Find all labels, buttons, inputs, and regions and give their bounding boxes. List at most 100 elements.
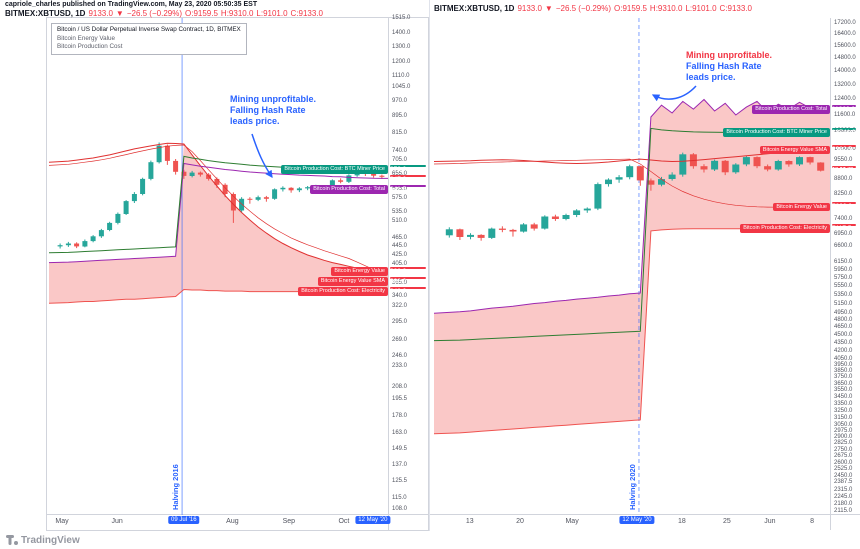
annotation-line: Falling Hash Rate xyxy=(686,61,762,71)
candle-body xyxy=(573,210,581,215)
candle-body xyxy=(456,229,464,237)
symbol-info-left: BITMEX:XBTUSD, 1D 9133.0 ▼ −26.5 (−0.29%) O:… xyxy=(5,9,326,18)
candle-body xyxy=(57,245,63,247)
candle-body xyxy=(530,224,538,229)
candle-body xyxy=(346,175,352,182)
annotation-line: leads price. xyxy=(686,72,736,82)
candle-body xyxy=(605,179,612,185)
high-value: H:9310.0 xyxy=(220,9,254,18)
annotation-arrow-right[interactable] xyxy=(651,85,697,102)
candle-body xyxy=(764,166,772,170)
candle-body xyxy=(305,187,311,189)
annotation-arrow-left[interactable] xyxy=(251,133,273,179)
halving-label: Halving 2020 xyxy=(628,464,637,510)
candle-body xyxy=(123,201,129,214)
candle-body xyxy=(467,234,474,237)
open-value: O:9159.5 xyxy=(614,4,647,13)
annotation-right[interactable]: Mining unprofitable. Falling Hash Rate l… xyxy=(686,50,772,83)
candle-body xyxy=(131,194,137,202)
candle-body xyxy=(164,145,170,161)
candle-body xyxy=(647,180,655,185)
candle-body xyxy=(520,224,528,232)
annotation-left[interactable]: Mining unprofitable. Falling Hash Rate l… xyxy=(230,94,316,127)
candle-body xyxy=(806,157,814,163)
candle-body xyxy=(594,184,602,209)
tradingview-logo[interactable]: TradingView xyxy=(6,534,80,546)
candle-body xyxy=(445,229,453,236)
candle-body xyxy=(753,157,761,167)
candle-body xyxy=(230,194,236,211)
symbol-info-right: BITMEX:XBTUSD, 1D 9133.0 ▼ −26.5 (−0.29%) O:… xyxy=(434,4,755,13)
left-time-axis-border xyxy=(47,514,428,515)
candle-body xyxy=(551,216,559,219)
annotation-line: Falling Hash Rate xyxy=(230,105,306,115)
symbol-name: BITMEX:XBTUSD, 1D xyxy=(434,4,515,13)
candle-body xyxy=(721,160,729,173)
candle-body xyxy=(156,145,162,163)
candle-body xyxy=(272,189,278,199)
candle-body xyxy=(626,166,634,178)
candle-body xyxy=(679,154,687,175)
candle-body xyxy=(509,229,517,232)
legend-title: Bitcoin / US Dollar Perpetual Inverse Sw… xyxy=(57,26,241,33)
candle-body xyxy=(82,241,88,247)
legend-item-production-cost[interactable]: Bitcoin Production Cost xyxy=(57,43,123,51)
tradingview-logo-icon xyxy=(6,535,18,545)
annotation-line: Mining unprofitable. xyxy=(230,94,316,104)
candle-body xyxy=(742,157,750,165)
candle-body xyxy=(288,187,294,191)
legend-item-energy-value[interactable]: Bitcoin Energy Value xyxy=(57,34,115,42)
change-value: −26.5 (−0.29%) xyxy=(555,4,611,13)
time-axis-right[interactable] xyxy=(432,515,830,530)
candle-body xyxy=(636,166,644,181)
time-axis-left[interactable] xyxy=(47,515,389,530)
change-arrow-icon: ▼ xyxy=(115,9,124,18)
candle-body xyxy=(321,186,327,188)
candle-body xyxy=(498,228,506,230)
candle-body xyxy=(214,178,220,185)
annotation-line: Mining unprofitable. xyxy=(686,50,772,60)
candle-body xyxy=(379,175,385,177)
left-price-axis-border xyxy=(388,18,389,530)
symbol-name: BITMEX:XBTUSD, 1D xyxy=(5,9,86,18)
candle-body xyxy=(173,160,179,172)
candle-body xyxy=(700,166,708,170)
candle-body xyxy=(668,174,676,179)
candle-body xyxy=(583,208,591,211)
change-arrow-icon: ▼ xyxy=(544,4,553,13)
candle-body xyxy=(488,228,496,238)
candle-body xyxy=(197,172,203,175)
high-value: H:9310.0 xyxy=(649,4,683,13)
candle-body xyxy=(107,222,113,230)
published-line: capriole_charles published on TradingVie… xyxy=(5,1,258,8)
candle-body xyxy=(280,187,286,190)
candle-body xyxy=(255,197,261,200)
production-cost-band xyxy=(49,144,388,304)
left-chart-frame xyxy=(46,17,429,531)
candle-body xyxy=(615,177,623,180)
price-axis-left[interactable] xyxy=(389,18,429,514)
candle-body xyxy=(115,213,121,223)
candle-body xyxy=(148,162,154,179)
candle-body xyxy=(541,216,549,229)
low-value: L:9101.0 xyxy=(256,9,288,18)
candle-body xyxy=(90,236,96,242)
series-line-bitcoin-energy-value xyxy=(48,142,389,273)
last-price: 9133.0 xyxy=(517,4,542,13)
candle-body xyxy=(562,215,570,219)
candle-body xyxy=(239,198,245,211)
production-cost-band xyxy=(434,99,830,434)
chart-panel-1: Halving 2020 xyxy=(433,18,831,515)
candle-body xyxy=(74,243,80,247)
chart-legend[interactable]: Bitcoin / US Dollar Perpetual Inverse Sw… xyxy=(51,23,247,55)
annotation-line: leads price. xyxy=(230,116,280,126)
candle-body xyxy=(98,230,104,237)
candle-body xyxy=(817,162,825,171)
price-axis-right[interactable] xyxy=(831,18,860,514)
candle-body xyxy=(477,234,485,238)
close-value: C:9133.0 xyxy=(719,4,752,13)
candle-body xyxy=(65,243,71,246)
halving-label: Halving 2016 xyxy=(171,464,180,510)
